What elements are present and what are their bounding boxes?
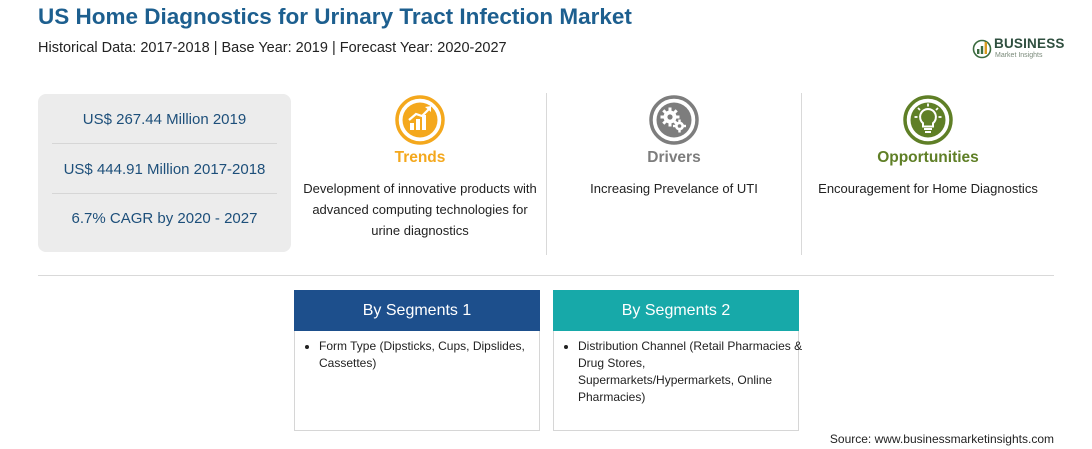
logo-wordmark: BUSINESS [994,36,1065,51]
rising-chart-icon [395,95,445,145]
section-divider [38,275,1054,276]
column-divider [801,93,802,255]
market-stats-panel: US$ 267.44 Million 2019 US$ 444.91 Milli… [38,94,291,252]
segment-2-header: By Segments 2 [553,290,799,331]
list-item: Form Type (Dipsticks, Cups, Dipslides, C… [319,338,545,372]
segment-card-1: By Segments 1 Form Type (Dipsticks, Cups… [294,290,540,431]
drivers-description: Increasing Prevelance of UTI [590,181,758,196]
column-divider [546,93,547,255]
segment-1-list: Form Type (Dipsticks, Cups, Dipslides, C… [309,338,545,372]
opportunities-description: Encouragement for Home Diagnostics [818,181,1038,196]
drivers-label: Drivers [647,149,701,166]
gears-icon [649,95,699,145]
lightbulb-icon [903,95,953,145]
stat-divider [52,143,277,144]
trends-label: Trends [394,149,446,166]
source-note: Source: www.businessmarketinsights.com [829,432,1054,446]
list-item: Distribution Channel (Retail Pharmacies … [578,338,804,406]
logo-tagline: Market Insights [995,52,1043,59]
stat-historical-value: US$ 444.91 Million 2017-2018 [63,161,266,178]
opportunities-label: Opportunities [877,149,979,166]
stat-cagr: 6.7% CAGR by 2020 - 2027 [71,210,258,227]
bar-chart-globe-icon [972,39,992,59]
segment-card-2: By Segments 2 Distribution Channel (Reta… [553,290,802,431]
trends-description: Development of innovative products with … [303,181,537,238]
page-title: US Home Diagnostics for Urinary Tract In… [38,4,632,29]
stat-divider [52,193,277,194]
page-subtitle: Historical Data: 2017-2018 | Base Year: … [38,40,507,56]
segment-2-list: Distribution Channel (Retail Pharmacies … [568,338,804,406]
brand-logo: BUSINESS Market Insights [972,35,1065,63]
segment-1-header: By Segments 1 [294,290,540,331]
stat-market-value: US$ 267.44 Million 2019 [82,111,247,128]
